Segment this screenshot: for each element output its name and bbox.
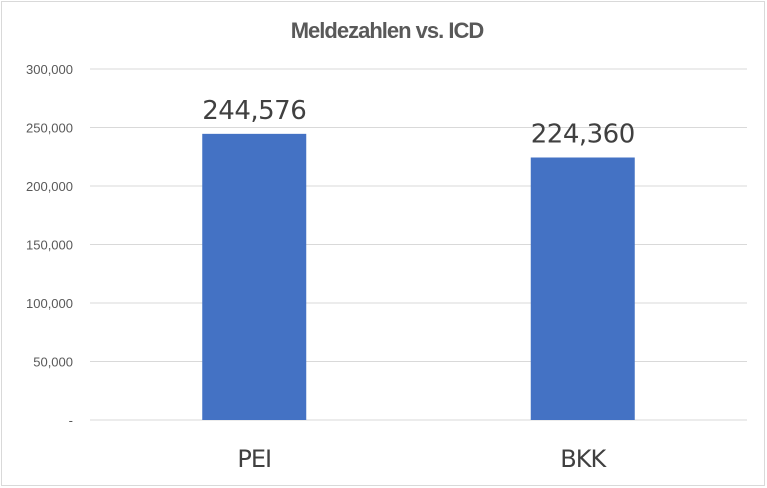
gridlines <box>90 68 747 421</box>
data-label: 244,576 <box>202 96 306 126</box>
x-tick-label: PEI <box>237 445 271 473</box>
bars <box>202 133 635 421</box>
x-axis-ticks: PEI BKK <box>237 445 608 473</box>
chart-title: Meldezahlen vs. ICD <box>291 18 484 43</box>
data-labels: 244,576 224,360 <box>202 96 635 150</box>
y-tick-label: 250,000 <box>26 121 73 136</box>
data-label: 224,360 <box>531 119 635 149</box>
y-tick-label: 100,000 <box>26 296 73 311</box>
y-axis-ticks: - 50,000 100,000 150,000 200,000 250,000 300,0… <box>26 62 73 428</box>
y-tick-label: 50,000 <box>33 355 73 370</box>
y-tick-label: 200,000 <box>26 179 73 194</box>
x-tick-label: BKK <box>560 445 607 473</box>
y-tick-label: 300,000 <box>26 62 73 77</box>
bar-pei <box>202 133 307 421</box>
y-tick-label: - <box>69 413 73 428</box>
bar-bkk <box>530 157 635 421</box>
y-tick-label: 150,000 <box>26 238 73 253</box>
